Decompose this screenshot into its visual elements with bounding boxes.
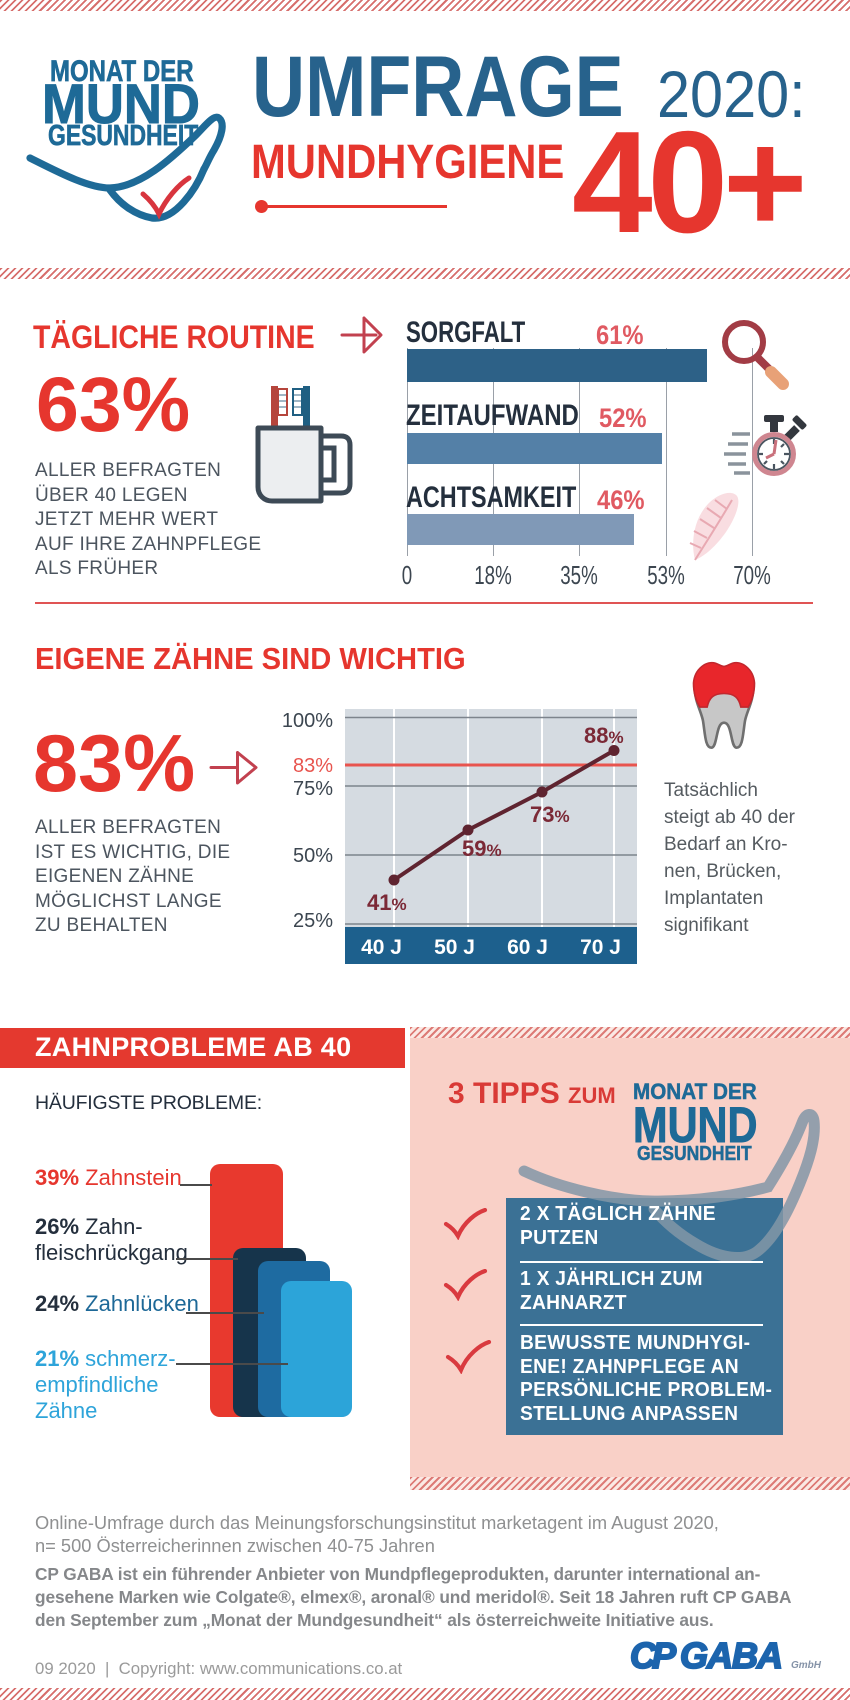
svg-text:GABA: GABA xyxy=(680,1635,782,1676)
svg-text:GmbH: GmbH xyxy=(791,1660,822,1671)
svg-text:CP: CP xyxy=(630,1635,677,1676)
